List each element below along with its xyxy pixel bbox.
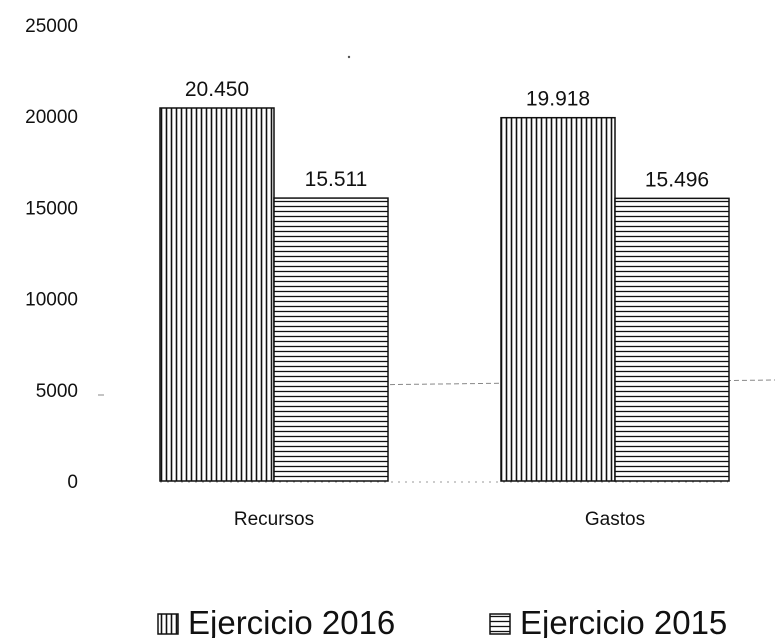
- y-tick-label: 5000: [36, 381, 78, 402]
- bar-vertical-stripes-0: [159, 107, 275, 482]
- data-labels: 20.450 19.918 15.511 15.496: [185, 78, 709, 191]
- legend-swatch-horizontal-stripes: [489, 613, 511, 635]
- y-tick-label: 0: [67, 472, 78, 493]
- y-tick-label: 15000: [25, 198, 78, 219]
- category-label: Gastos: [585, 509, 645, 530]
- data-label: 19.918: [526, 88, 590, 111]
- y-tick-label: 25000: [25, 16, 78, 37]
- y-axis-ticks: 0 5000 10000 15000 20000 25000: [25, 16, 78, 493]
- x-axis-labels: Recursos Gastos: [234, 509, 645, 530]
- scan-dot: [347, 55, 351, 59]
- legend-label: Ejercicio 2016: [188, 604, 395, 638]
- category-label: Recursos: [234, 509, 314, 530]
- data-label: 15.511: [305, 168, 368, 191]
- data-label: 15.496: [645, 168, 709, 191]
- data-label: 20.450: [185, 78, 249, 101]
- legend: Ejercicio 2016 Ejercicio 2015: [157, 604, 727, 641]
- legend-swatch-vertical-stripes: [157, 613, 179, 635]
- bar-horizontal-stripes-0: [273, 197, 389, 482]
- y-tick-label: 20000: [25, 107, 78, 128]
- bar-horizontal-stripes-1: [614, 197, 730, 482]
- bars: [159, 107, 730, 482]
- legend-label: Ejercicio 2015: [520, 604, 727, 638]
- bar-vertical-stripes-1: [500, 116, 616, 482]
- y-tick-label: 10000: [25, 290, 78, 311]
